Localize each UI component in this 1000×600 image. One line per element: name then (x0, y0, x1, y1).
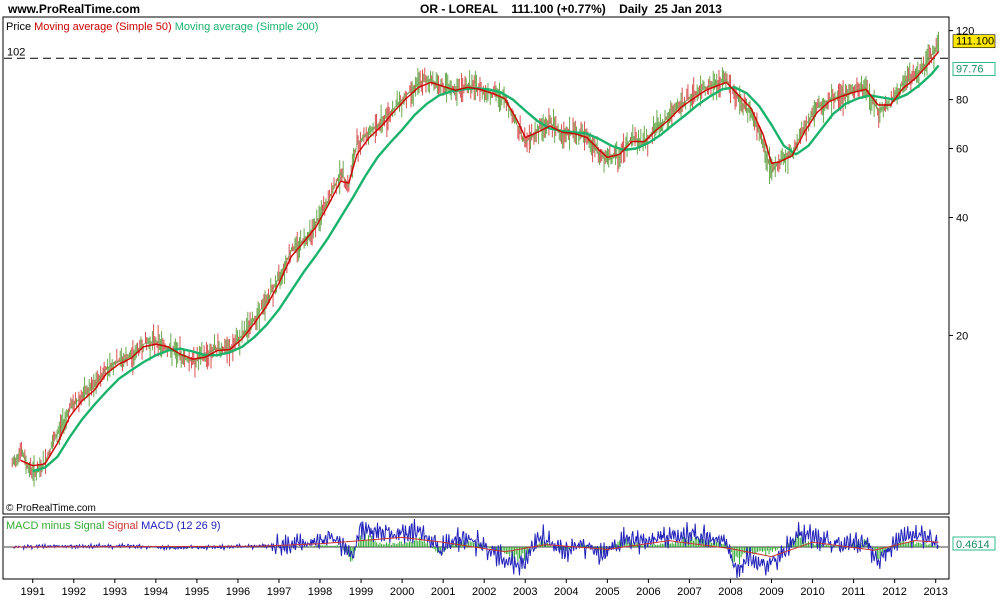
ma200-badge-text: 97.76 (956, 63, 984, 75)
x-tick-label: 2003 (513, 586, 537, 598)
ma200-badge: 97.76 (952, 61, 996, 76)
legend-signal: Signal (107, 520, 138, 532)
x-tick-label: 2001 (431, 586, 455, 598)
period-label: Daily (619, 2, 648, 16)
quote-header: OR - LOREAL 111.100 (+0.77%) Daily 25 Ja… (420, 2, 722, 16)
last-price-badge-text: 111.100 (956, 36, 994, 48)
y-tick-label: 60 (956, 144, 968, 156)
ma200-badge-bg (952, 61, 996, 76)
last-price-badge: 111.100 (952, 34, 996, 49)
legend-ma50: Moving average (Simple 50) (34, 21, 172, 33)
ma200-line (32, 64, 940, 473)
date-label: 25 Jan 2013 (654, 2, 722, 16)
x-tick-label: 1993 (103, 586, 127, 598)
legend-hist: MACD minus Signal (6, 520, 104, 532)
site-name: www.ProRealTime.com (8, 2, 141, 16)
x-tick-label: 1991 (20, 586, 44, 598)
x-tick-label: 2004 (554, 586, 578, 598)
price-panel[interactable] (2, 16, 950, 515)
price-change: (+0.77%) (556, 2, 606, 16)
x-tick-label: 2010 (800, 586, 824, 598)
macd-badge-bg (952, 536, 996, 551)
x-tick-label: 2005 (595, 586, 619, 598)
macd-series-layer (4, 518, 948, 579)
y-tick-label: 20 (956, 330, 968, 342)
x-tick-label: 2013 (923, 586, 947, 598)
legend-price: Price (6, 21, 31, 33)
reference-label: 102 (7, 46, 25, 58)
x-tick-label: 2008 (718, 586, 742, 598)
symbol-label: OR - LOREAL (420, 2, 498, 16)
last-price-badge-bg (952, 34, 996, 49)
y-tick-label: 40 (956, 213, 968, 225)
macd-line (11, 518, 939, 579)
last-price: 111.100 (511, 2, 554, 16)
x-tick-label: 1996 (226, 586, 250, 598)
macd-legend: MACD minus Signal Signal MACD (12 26 9) (6, 520, 221, 532)
macd-badge: 0.4614 (952, 536, 996, 551)
x-tick-label: 2007 (677, 586, 701, 598)
x-tick-label: 2011 (842, 586, 866, 598)
x-tick-label: 2009 (759, 586, 783, 598)
x-tick-label: 2002 (472, 586, 496, 598)
x-tick-label: 1999 (349, 586, 373, 598)
price-legend: Price Moving average (Simple 50) Moving … (6, 21, 318, 33)
legend-macd: MACD (12 26 9) (141, 520, 220, 532)
legend-ma200: Moving average (Simple 200) (175, 21, 319, 33)
y-tick-label: 80 (956, 95, 968, 107)
x-tick-label: 1995 (185, 586, 209, 598)
x-tick-label: 1998 (308, 586, 332, 598)
watermark: © ProRealTime.com (6, 503, 96, 514)
signal-line (12, 536, 939, 558)
ma50-line (20, 51, 940, 467)
x-tick-label: 1992 (62, 586, 86, 598)
x-tick-label: 1997 (267, 586, 291, 598)
price-series-layer (11, 31, 940, 487)
x-tick-label: 2006 (636, 586, 660, 598)
x-tick-label: 1994 (144, 586, 168, 598)
macd-badge-text: 0.4614 (956, 539, 990, 551)
x-tick-label: 2012 (882, 586, 906, 598)
x-tick-label: 2000 (390, 586, 414, 598)
